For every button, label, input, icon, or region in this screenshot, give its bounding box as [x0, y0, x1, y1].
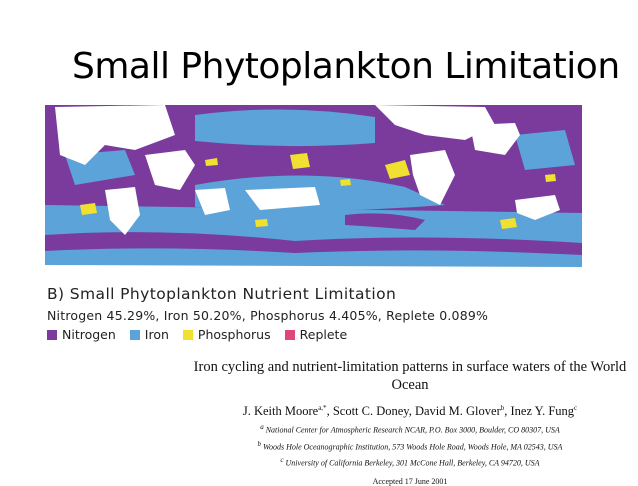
affiliation: b Woods Hole Oceanographic Institution, …: [190, 439, 630, 453]
map-legend: Nitrogen Iron Phosphorus Replete: [47, 327, 361, 342]
legend-label: Phosphorus: [197, 327, 271, 342]
paper-authors: J. Keith Moorea,*, Scott C. Doney, David…: [190, 400, 630, 419]
slide-title: Small Phytoplankton Limitation: [72, 46, 620, 87]
author-sup: a,*: [318, 404, 327, 412]
affiliation: c University of California Berkeley, 301…: [190, 455, 630, 469]
iron-swatch: [129, 329, 140, 340]
legend-item-nitrogen: Nitrogen: [47, 327, 116, 342]
legend-item-replete: Replete: [284, 327, 348, 342]
figure-label: B) Small Phytoplankton Nutrient Limitati…: [47, 285, 397, 303]
replete-swatch: [284, 329, 295, 340]
legend-item-phosphorus: Phosphorus: [182, 327, 271, 342]
legend-item-iron: Iron: [129, 327, 169, 342]
paper-citation: Iron cycling and nutrient-limitation pat…: [190, 358, 630, 486]
author-sup: c: [574, 404, 578, 412]
affil-text: Woods Hole Oceanographic Institution, 57…: [263, 442, 563, 452]
affil-text: National Center for Atmospheric Research…: [265, 425, 560, 435]
author-name: J. Keith Moore: [242, 404, 319, 419]
author-name: , Inez Y. Fung: [504, 404, 575, 419]
author-sup: b: [500, 404, 505, 412]
accepted-date: Accepted 17 June 2001: [372, 477, 448, 486]
affil-sup: a: [260, 423, 264, 432]
affil-sup: c: [280, 456, 284, 465]
affiliation: a National Center for Atmospheric Resear…: [190, 422, 630, 436]
legend-label: Replete: [299, 327, 348, 342]
nitrogen-swatch: [47, 329, 57, 340]
affil-sup: b: [257, 439, 262, 448]
nutrient-limitation-map: [45, 95, 582, 280]
map-figure: B) Small Phytoplankton Nutrient Limitati…: [45, 95, 582, 345]
paper-title: Iron cycling and nutrient-limitation pat…: [193, 359, 627, 393]
phosphorus-swatch: [182, 329, 193, 340]
author-name: , Scott C. Doney, David M. Glover: [326, 404, 501, 419]
legend-label: Iron: [144, 327, 169, 342]
legend-label: Nitrogen: [62, 327, 116, 342]
figure-stats: Nitrogen 45.29%, Iron 50.20%, Phosphorus…: [47, 308, 489, 323]
affil-text: University of California Berkeley, 301 M…: [285, 459, 540, 469]
